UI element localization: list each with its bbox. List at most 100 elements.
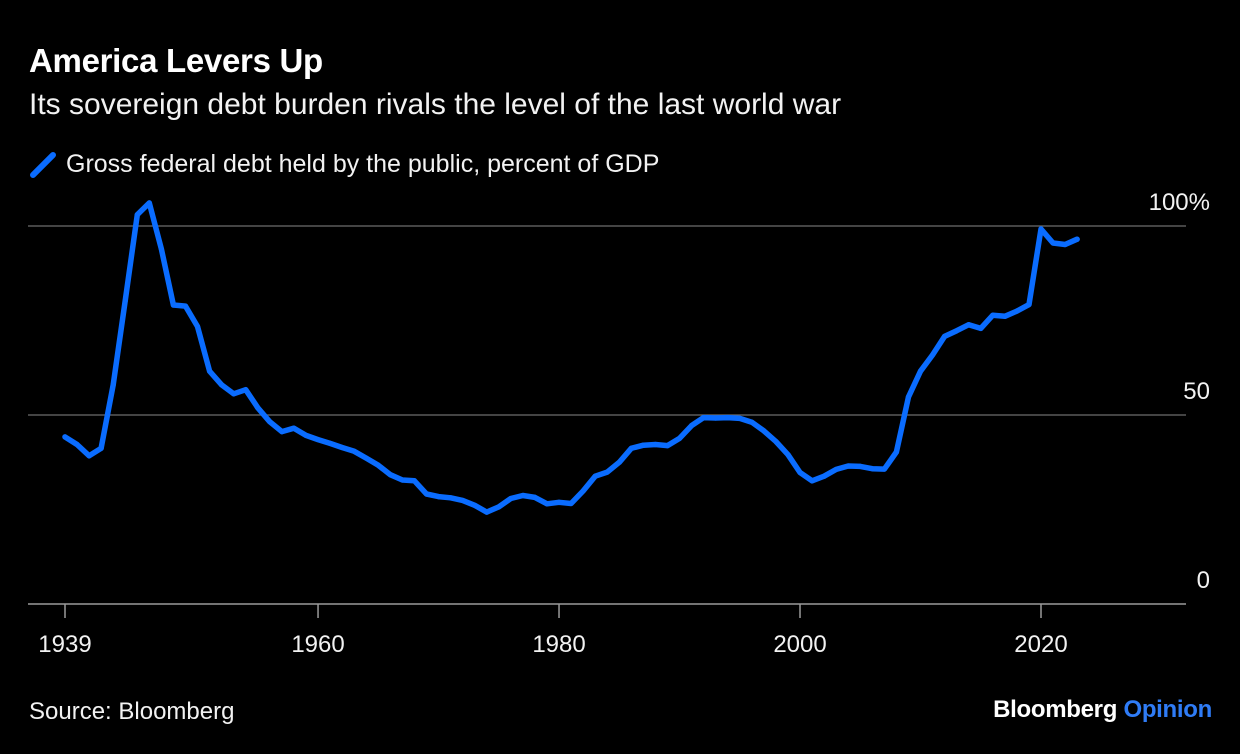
data-point-1974 (484, 509, 490, 515)
data-point-1976 (508, 495, 514, 502)
data-point-1956 (267, 419, 273, 425)
data-point-1949 (182, 303, 189, 309)
data-point-2016 (990, 312, 996, 318)
chart-title: America Levers Up (29, 42, 323, 79)
data-point-1994 (725, 415, 731, 421)
data-point-1982 (580, 488, 586, 494)
brand-logo: Bloomberg Opinion (993, 696, 1212, 724)
data-point-1939 (62, 434, 68, 440)
data-point-1992 (701, 415, 707, 421)
x-tick-label-1980: 1980 (532, 631, 585, 658)
data-point-1984 (604, 469, 610, 475)
data-point-1979 (544, 501, 550, 507)
data-point-1987 (640, 442, 646, 448)
brand-section: Opinion (1123, 696, 1212, 723)
data-point-1950 (194, 323, 201, 330)
legend-line-icon (30, 151, 56, 178)
data-point-1973 (472, 502, 478, 508)
data-point-2002 (821, 473, 827, 479)
data-point-1991 (688, 422, 695, 429)
data-point-1983 (592, 473, 598, 479)
data-point-1980 (556, 499, 562, 505)
data-point-2010 (917, 368, 924, 374)
data-point-1990 (676, 435, 683, 442)
data-point-2006 (869, 466, 875, 472)
legend: Gross federal debt held by the public, p… (29, 150, 659, 179)
data-point-1957 (279, 429, 285, 435)
y-tick-label-50: 50 (1183, 378, 1210, 405)
data-point-1977 (520, 492, 526, 499)
data-point-1978 (532, 494, 538, 501)
data-point-1963 (351, 448, 357, 454)
data-point-2020 (1038, 226, 1044, 232)
data-point-1962 (339, 444, 345, 451)
y-tick-label-0: 0 (1197, 567, 1210, 594)
x-tick-label-2020: 2020 (1014, 631, 1067, 658)
data-point-2019 (1026, 302, 1032, 308)
chart-subtitle: Its sovereign debt burden rivals the lev… (29, 88, 842, 121)
data-point-1970 (435, 494, 442, 500)
data-point-1968 (411, 478, 418, 484)
data-point-2009 (905, 394, 912, 400)
data-point-1989 (664, 443, 671, 449)
x-tick-label-2000: 2000 (773, 631, 826, 658)
data-point-2005 (857, 463, 863, 470)
data-point-2023 (1074, 236, 1080, 242)
data-point-2001 (809, 478, 815, 484)
data-point-1965 (375, 462, 381, 468)
x-tick-label-1960: 1960 (291, 631, 344, 658)
series-line-0 (62, 200, 1080, 515)
data-point-1952 (219, 382, 225, 388)
data-point-2014 (966, 322, 972, 328)
data-point-1969 (423, 491, 430, 497)
data-point-2013 (954, 328, 960, 334)
data-point-1971 (447, 495, 454, 501)
data-point-1947 (158, 246, 164, 252)
data-point-1999 (785, 452, 791, 458)
data-point-1986 (628, 445, 634, 451)
data-point-1951 (206, 368, 213, 374)
data-point-1995 (737, 415, 743, 422)
data-point-1966 (387, 472, 393, 478)
data-point-1997 (761, 428, 767, 434)
data-point-2008 (893, 449, 900, 455)
data-point-1961 (327, 440, 333, 446)
data-point-1993 (713, 415, 719, 421)
legend-label: Gross federal debt held by the public, p… (66, 150, 660, 178)
data-point-1946 (146, 200, 152, 206)
data-point-2018 (1014, 308, 1020, 314)
data-point-1954 (243, 387, 249, 393)
data-point-1948 (170, 302, 177, 308)
data-point-2022 (1062, 241, 1068, 248)
data-point-1941 (86, 453, 92, 459)
brand-name: Bloomberg (993, 696, 1118, 723)
data-point-1981 (568, 500, 574, 507)
data-point-2011 (929, 352, 936, 358)
data-point-2015 (978, 325, 984, 332)
data-point-1944 (122, 298, 128, 304)
data-point-1996 (749, 419, 755, 425)
data-point-1964 (363, 455, 369, 461)
y-tick-label-100: 100% (1149, 189, 1210, 216)
x-tick-label-1939: 1939 (38, 631, 91, 658)
data-point-2017 (1002, 313, 1008, 319)
data-point-1998 (773, 438, 779, 445)
data-point-2003 (833, 466, 839, 473)
data-point-2012 (942, 333, 948, 339)
data-point-1975 (496, 504, 502, 510)
data-point-1940 (74, 441, 80, 448)
data-point-1945 (134, 212, 140, 218)
data-point-1955 (255, 405, 261, 411)
data-point-1943 (110, 382, 116, 388)
data-point-2021 (1050, 240, 1056, 246)
data-point-1967 (399, 477, 405, 483)
data-point-2004 (845, 463, 851, 469)
data-point-2000 (797, 469, 803, 476)
data-point-1959 (303, 432, 309, 439)
data-point-1972 (460, 497, 466, 504)
data-point-1942 (98, 445, 104, 451)
data-point-1960 (315, 436, 321, 443)
data-point-2007 (881, 466, 887, 472)
data-point-1988 (652, 441, 659, 448)
